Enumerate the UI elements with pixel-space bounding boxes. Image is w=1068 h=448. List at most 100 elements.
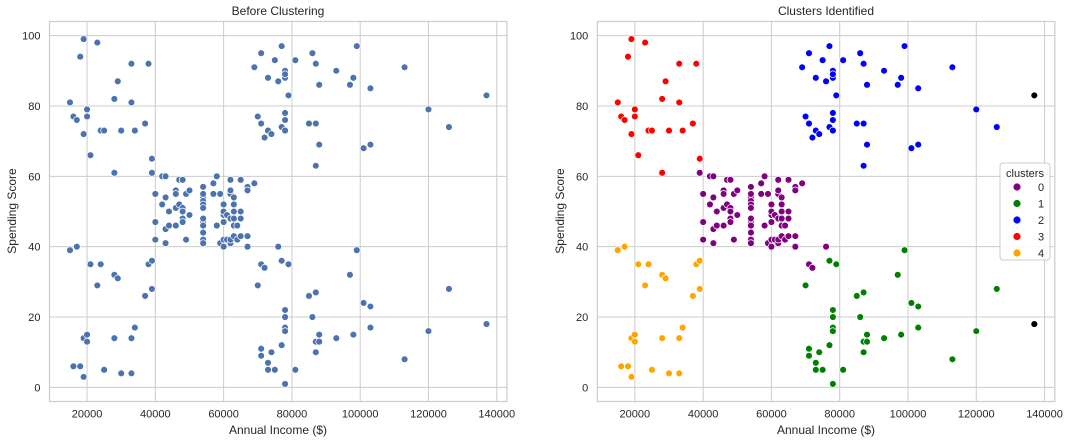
- data-point: [767, 242, 776, 251]
- data-point: [634, 260, 643, 269]
- data-point: [757, 190, 765, 198]
- data-point: [897, 330, 905, 339]
- data-point: [812, 74, 820, 82]
- data-point: [127, 369, 136, 378]
- data-point: [243, 232, 252, 240]
- data-point: [631, 330, 639, 339]
- data-point: [66, 246, 74, 254]
- data-point: [631, 105, 639, 114]
- data-point: [260, 133, 269, 142]
- data-point: [829, 126, 837, 135]
- data-point: [627, 130, 636, 138]
- data-point: [829, 313, 837, 321]
- data-point: [424, 327, 433, 335]
- data-point: [709, 193, 718, 202]
- data-point: [267, 348, 276, 356]
- data-point: [83, 330, 91, 339]
- data-point: [131, 126, 139, 135]
- data-point: [777, 207, 786, 216]
- data-point: [315, 140, 323, 149]
- data-point: [825, 257, 834, 265]
- data-point: [312, 119, 320, 128]
- data-point: [757, 179, 765, 188]
- data-point: [812, 359, 820, 367]
- data-point: [76, 52, 84, 61]
- data-point: [346, 271, 354, 279]
- data-point: [829, 327, 837, 335]
- data-point: [801, 281, 810, 290]
- data-point: [726, 218, 735, 226]
- y-tick-label: 100: [570, 31, 588, 43]
- data-point: [349, 74, 358, 82]
- data-point: [114, 274, 122, 283]
- data-point: [658, 169, 666, 177]
- data-point: [281, 380, 289, 388]
- x-tick-label: 140000: [478, 409, 515, 421]
- data-point: [127, 59, 136, 68]
- data-point: [948, 63, 957, 71]
- data-point: [713, 207, 721, 216]
- data-point: [859, 348, 868, 356]
- data-point: [784, 214, 793, 223]
- data-point: [627, 35, 636, 43]
- x-tick-label: 20000: [620, 409, 651, 421]
- data-point: [644, 260, 653, 269]
- data-point: [96, 260, 105, 269]
- data-point: [805, 49, 813, 57]
- plot-title: Clusters Identified: [778, 4, 874, 18]
- data-point: [774, 176, 783, 184]
- data-point: [353, 246, 361, 254]
- data-point: [185, 211, 194, 219]
- data-point: [818, 366, 827, 374]
- data-point: [141, 292, 149, 300]
- data-point: [658, 334, 666, 342]
- data-point: [784, 207, 793, 216]
- data-point: [863, 140, 871, 149]
- data-point: [257, 119, 265, 128]
- data-point: [747, 183, 755, 191]
- x-tick-label: 80000: [277, 409, 308, 421]
- data-point: [699, 218, 707, 226]
- data-point: [634, 151, 643, 159]
- legend-title: clusters: [1006, 168, 1044, 180]
- data-point: [346, 81, 354, 89]
- data-point: [777, 214, 786, 223]
- data-point: [66, 98, 74, 107]
- legend-label: 0: [1038, 182, 1044, 194]
- data-point: [614, 98, 622, 107]
- data-point: [230, 193, 238, 202]
- data-point: [79, 373, 88, 381]
- data-point: [678, 126, 687, 135]
- data-point: [784, 176, 793, 184]
- data-point: [798, 179, 806, 188]
- data-point: [692, 59, 701, 68]
- data-point: [264, 74, 272, 82]
- data-point: [172, 190, 180, 198]
- data-point: [315, 81, 323, 89]
- data-point: [161, 239, 170, 247]
- data-point: [199, 204, 207, 212]
- y-tick-label: 40: [576, 242, 588, 254]
- x-tick-label: 40000: [688, 409, 719, 421]
- data-point: [243, 242, 252, 251]
- data-point: [907, 144, 916, 152]
- data-point: [699, 235, 707, 244]
- y-tick-label: 40: [28, 242, 40, 254]
- data-point: [719, 221, 728, 230]
- data-point: [859, 59, 868, 68]
- data-point: [254, 112, 262, 121]
- data-point: [264, 366, 272, 374]
- data-point: [482, 320, 491, 328]
- data-point: [695, 285, 704, 293]
- data-point: [100, 126, 108, 135]
- points: [614, 35, 1039, 388]
- data-point: [230, 207, 238, 216]
- data-point: [624, 52, 632, 61]
- data-point: [815, 130, 823, 138]
- y-tick-label: 20: [28, 312, 40, 324]
- data-point: [661, 274, 670, 283]
- y-axis-label: Spending Score: [553, 168, 567, 254]
- data-point: [747, 204, 755, 212]
- data-point: [250, 179, 259, 188]
- data-point: [332, 334, 341, 342]
